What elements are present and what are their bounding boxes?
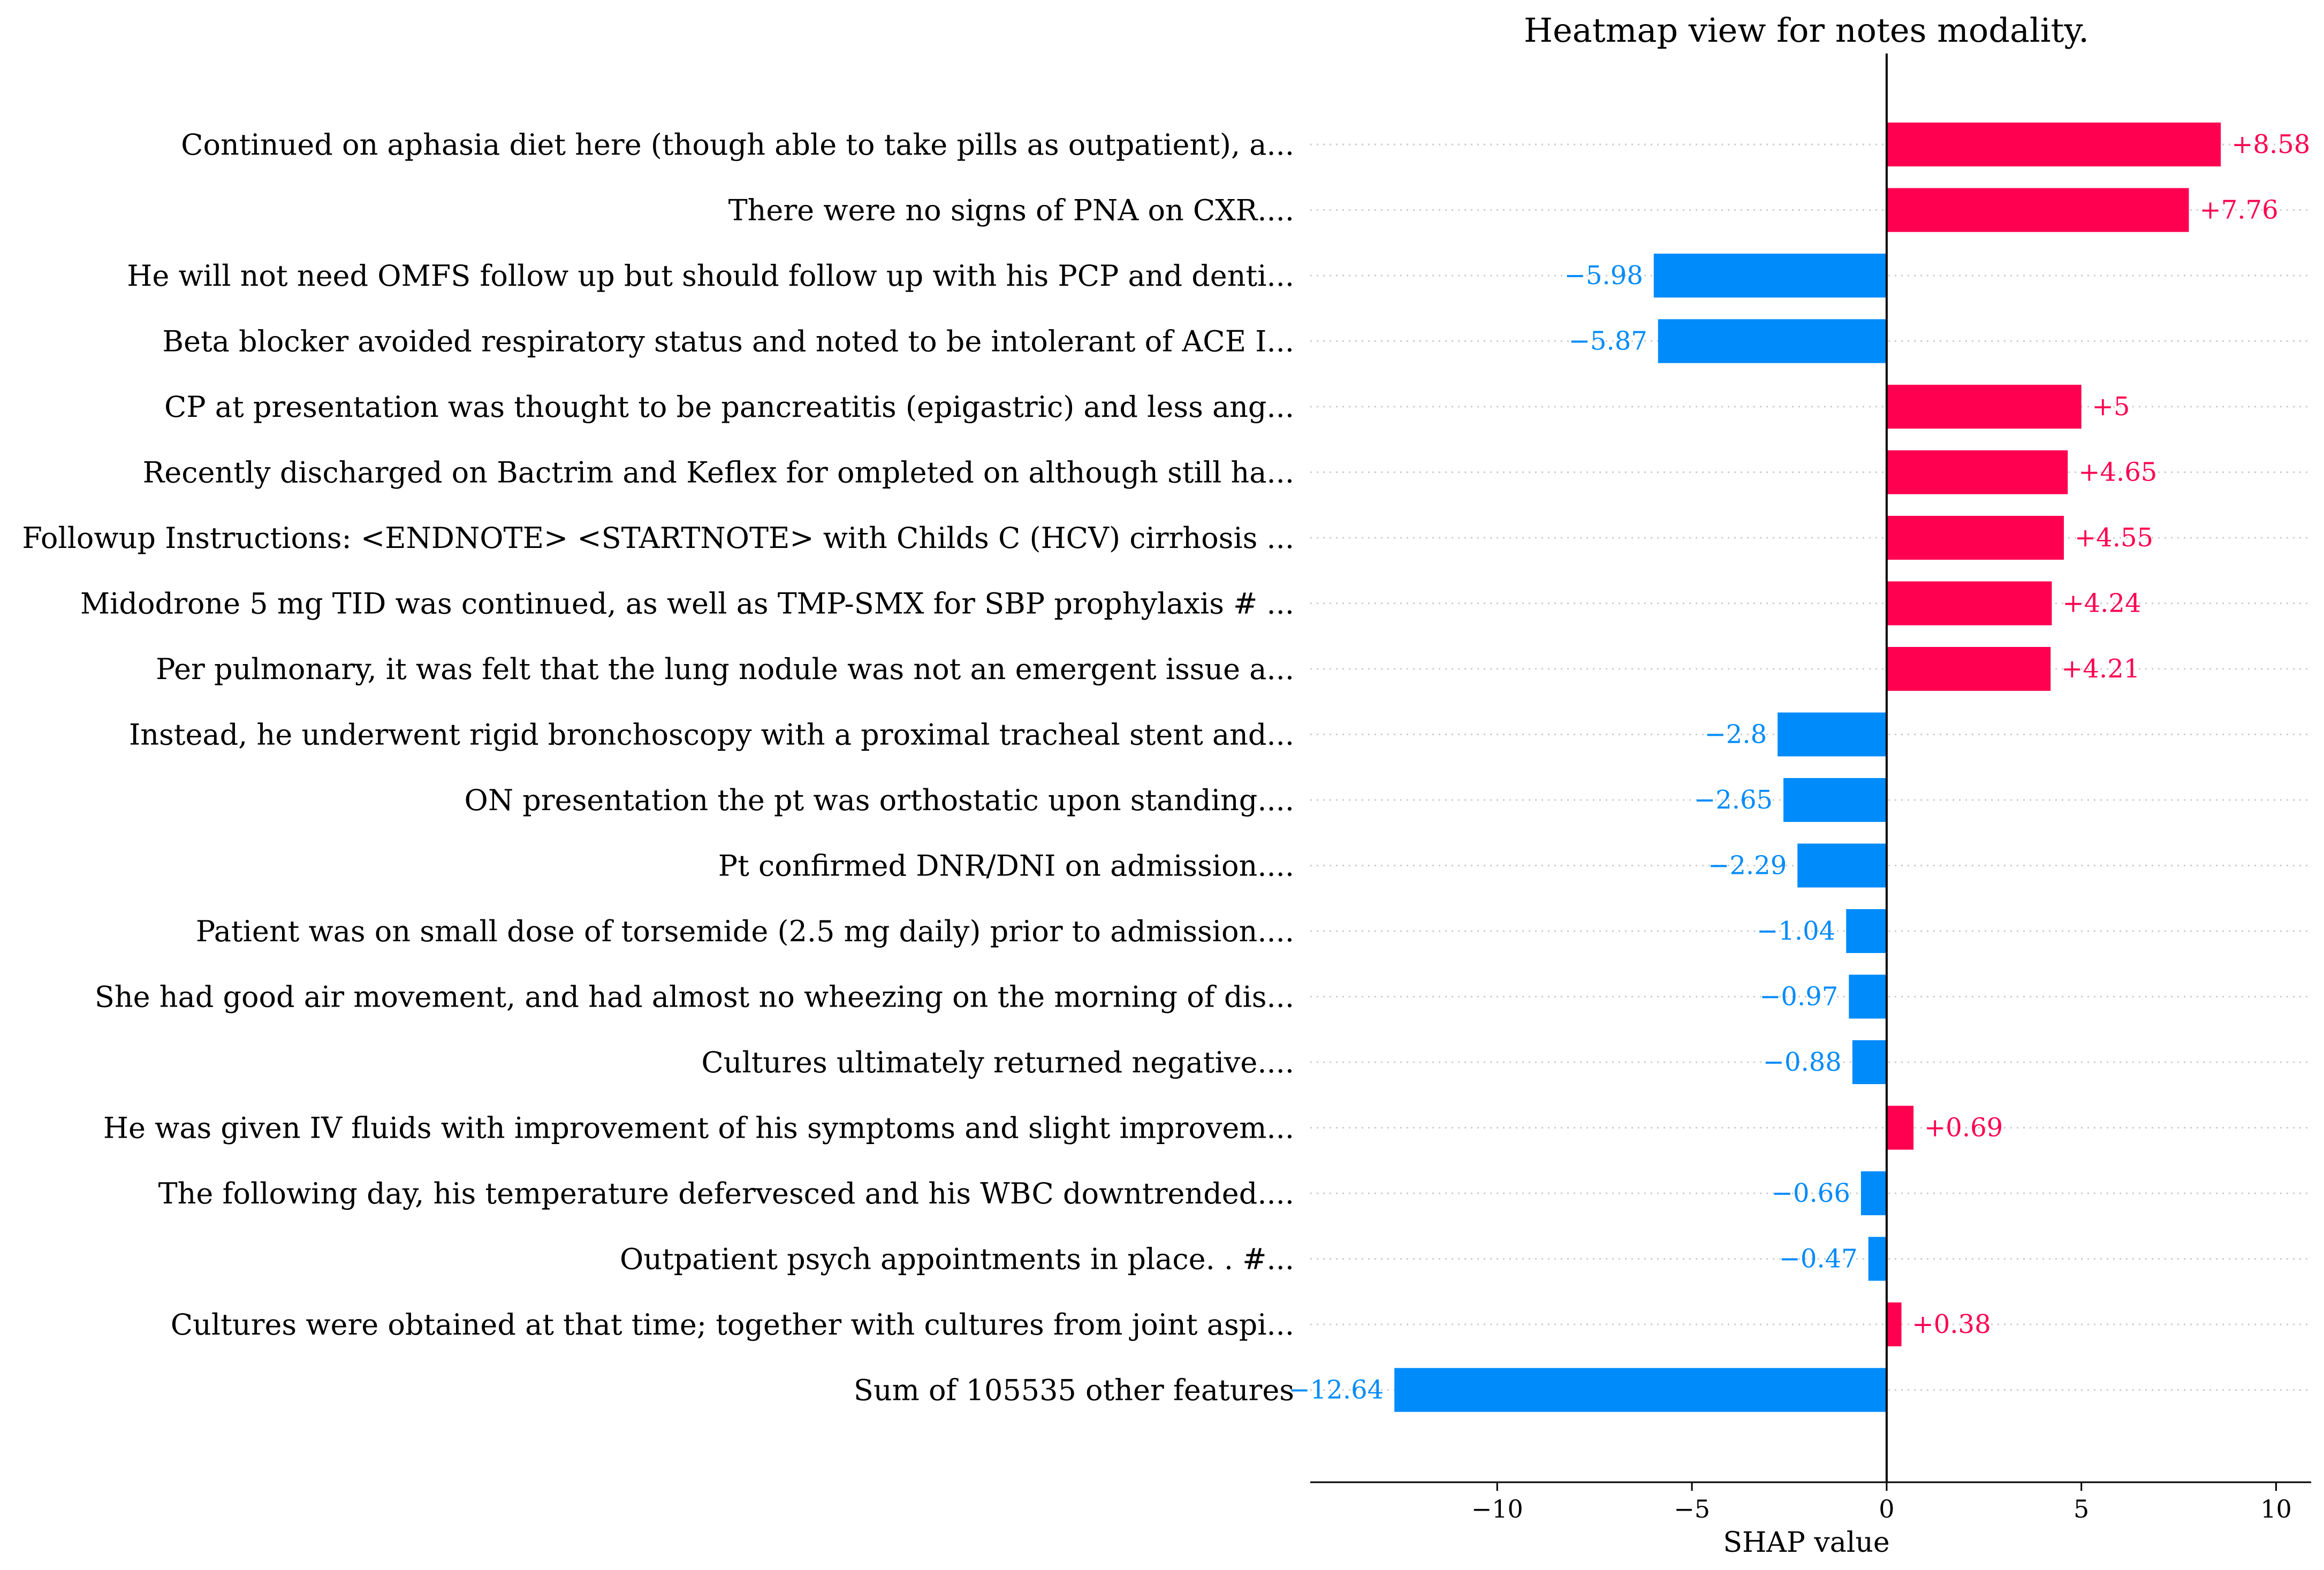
feature-label: Sum of 105535 other features (854, 1374, 1294, 1407)
x-tick-label: 5 (2074, 1495, 2089, 1523)
x-axis-ticks: −10 −5 0 5 10 (1471, 1482, 2292, 1523)
value-label: +7.76 (2200, 195, 2279, 225)
feature-label: Pt confirmed DNR/DNI on admission.... (718, 849, 1294, 883)
value-label: +0.38 (1912, 1309, 1991, 1339)
feature-label: She had good air movement, and had almos… (95, 980, 1294, 1014)
bar (1868, 1237, 1887, 1281)
bar (1783, 778, 1887, 822)
value-label: +4.21 (2061, 654, 2140, 684)
value-label: −2.8 (1705, 720, 1767, 750)
feature-label: He will not need OMFS follow up but shou… (127, 259, 1294, 293)
value-labels: +8.58 +7.76 −5.98 −5.87 +5 +4.65 +4.55 +4.24 +4.… (1289, 129, 2311, 1405)
x-tick-label: −5 (1674, 1495, 1710, 1523)
x-tick-label: 10 (2260, 1495, 2292, 1523)
x-tick-label: −10 (1471, 1495, 1523, 1523)
value-label: +0.69 (1924, 1113, 2003, 1143)
feature-label: Patient was on small dose of torsemide (… (196, 914, 1294, 948)
bar (1886, 123, 2221, 166)
value-label: −12.64 (1289, 1375, 1384, 1405)
value-label: +4.65 (2078, 458, 2157, 487)
value-label: +4.24 (2062, 589, 2141, 619)
feature-label: Instead, he underwent rigid bronchoscopy… (129, 718, 1294, 752)
feature-label: There were no signs of PNA on CXR.... (728, 194, 1294, 227)
value-label: −5.98 (1564, 261, 1643, 291)
bar (1886, 385, 2082, 429)
value-label: +4.55 (2075, 523, 2153, 553)
bar (1852, 1040, 1887, 1084)
feature-labels: Continued on aphasia diet here (though a… (22, 128, 1294, 1407)
feature-label: Midodrone 5 mg TID was continued, as wel… (80, 587, 1294, 621)
bar (1849, 974, 1887, 1019)
bar (1797, 843, 1887, 888)
bar (1846, 909, 1887, 953)
feature-label: He was given IV fluids with improvement … (103, 1111, 1294, 1145)
bar (1886, 647, 2051, 691)
feature-label: Beta blocker avoided respiratory status … (162, 325, 1294, 359)
value-label: −0.97 (1759, 982, 1838, 1012)
bar (1886, 450, 2068, 494)
bar (1394, 1368, 1887, 1412)
feature-label: Cultures ultimately returned negative...… (701, 1046, 1294, 1079)
feature-label: Recently discharged on Bactrim and Kefle… (143, 456, 1294, 490)
value-label: −5.87 (1569, 326, 1647, 356)
bar (1653, 254, 1887, 298)
feature-label: CP at presentation was thought to be pan… (164, 390, 1294, 424)
bar (1886, 1302, 1902, 1346)
x-tick-label: 0 (1879, 1495, 1894, 1523)
value-label: −0.88 (1763, 1047, 1842, 1077)
bar (1860, 1171, 1887, 1215)
value-label: −0.47 (1779, 1244, 1858, 1274)
bar (1886, 1106, 1914, 1150)
x-axis-label: SHAP value (1723, 1527, 1889, 1559)
value-label: −1.04 (1757, 916, 1835, 946)
value-label: +8.58 (2231, 129, 2310, 159)
bar (1778, 712, 1887, 757)
feature-label: Per pulmonary, it was felt that the lung… (156, 652, 1294, 686)
value-label: −2.65 (1694, 785, 1773, 815)
bars (1394, 123, 2221, 1412)
bar (1886, 516, 2064, 560)
bar (1886, 188, 2189, 232)
bar (1886, 581, 2052, 626)
bar (1658, 319, 1887, 363)
value-label: +5 (2092, 392, 2130, 422)
feature-label: ON presentation the pt was orthostatic u… (465, 783, 1294, 817)
feature-label: Continued on aphasia diet here (though a… (181, 128, 1294, 162)
feature-label: Followup Instructions: <ENDNOTE> <STARTN… (22, 521, 1294, 555)
value-label: −2.29 (1708, 851, 1787, 881)
feature-label: Cultures were obtained at that time; tog… (171, 1308, 1294, 1342)
feature-label: The following day, his temperature defer… (158, 1177, 1294, 1210)
chart-title: Heatmap view for notes modality. (1524, 11, 2089, 50)
value-label: −0.66 (1772, 1178, 1850, 1208)
feature-label: Outpatient psych appointments in place. … (620, 1243, 1294, 1276)
